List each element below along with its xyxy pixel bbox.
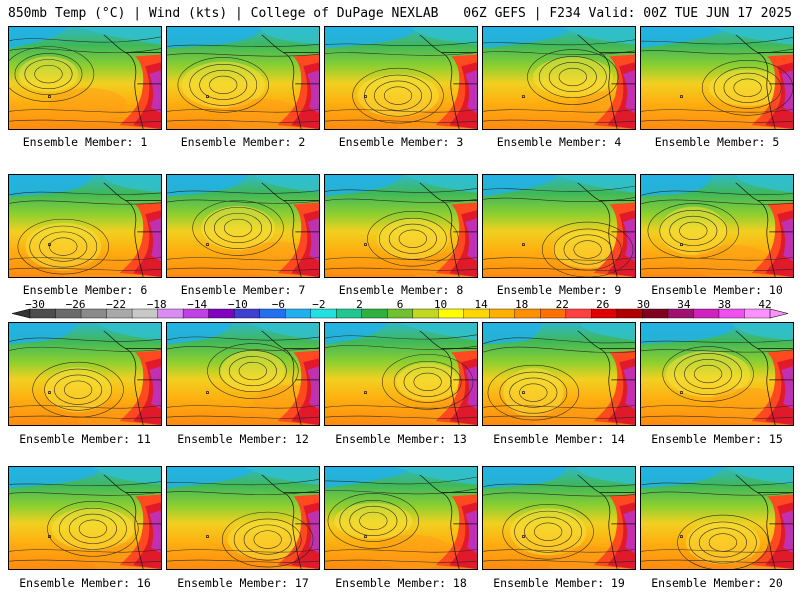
colorbar-arrow-right [769, 308, 789, 319]
colorbar-tick-label: −10 [227, 298, 248, 311]
colorbar-swatch [565, 308, 592, 319]
ensemble-member-map [324, 174, 478, 278]
ensemble-member-map [482, 466, 636, 570]
colorbar-tick-label: 34 [677, 298, 691, 311]
temperature-colorbar [11, 308, 789, 319]
ensemble-member-label: Ensemble Member: 19 [493, 576, 625, 590]
ensemble-member-map [482, 174, 636, 278]
colorbar-tick-label: −26 [65, 298, 86, 311]
ensemble-member-label: Ensemble Member: 6 [22, 283, 148, 297]
colorbar-swatch [284, 308, 312, 319]
ensemble-member-map [482, 26, 636, 130]
ensemble-member-map [640, 26, 794, 130]
ensemble-member-map [166, 466, 320, 570]
ensemble-member-label: Ensemble Member: 11 [19, 432, 151, 446]
ensemble-member-label: Ensemble Member: 4 [496, 135, 622, 149]
ensemble-member-label: Ensemble Member: 3 [338, 135, 464, 149]
ensemble-member-label: Ensemble Member: 16 [19, 576, 151, 590]
ensemble-member-label: Ensemble Member: 8 [338, 283, 464, 297]
map-title: 850mb Temp (°C) | Wind (kts) | College o… [8, 6, 439, 21]
ensemble-member-label: Ensemble Member: 12 [177, 432, 309, 446]
ensemble-member-map [8, 466, 162, 570]
ensemble-member-label: Ensemble Member: 10 [651, 283, 783, 297]
ensemble-member-label: Ensemble Member: 13 [335, 432, 467, 446]
ensemble-member-map [8, 26, 162, 130]
ensemble-member-map [324, 26, 478, 130]
ensemble-member-label: Ensemble Member: 2 [180, 135, 306, 149]
colorbar-tick-label: −22 [106, 298, 127, 311]
colorbar-tick-label: 42 [758, 298, 772, 311]
colorbar-tick-label: 22 [555, 298, 569, 311]
colorbar-tick-label: −30 [25, 298, 45, 311]
ensemble-member-label: Ensemble Member: 20 [651, 576, 783, 590]
colorbar-tick-label: −2 [312, 298, 326, 311]
ensemble-member-map [166, 26, 320, 130]
ensemble-member-label: Ensemble Member: 7 [180, 283, 306, 297]
colorbar-tick-label: −14 [187, 298, 208, 311]
ensemble-member-map [640, 174, 794, 278]
ensemble-member-label: Ensemble Member: 14 [493, 432, 625, 446]
ensemble-member-label: Ensemble Member: 15 [651, 432, 783, 446]
colorbar-tick-label: 30 [636, 298, 650, 311]
colorbar-tick-label: 10 [433, 298, 448, 311]
ensemble-member-map [8, 174, 162, 278]
ensemble-member-label: Ensemble Member: 9 [496, 283, 622, 297]
ensemble-member-map [640, 322, 794, 426]
ensemble-member-map [324, 466, 478, 570]
colorbar-tick-label: 2 [356, 298, 363, 311]
ensemble-member-map [166, 174, 320, 278]
colorbar-tick-label: 26 [596, 298, 610, 311]
colorbar-tick-label: −6 [271, 298, 285, 311]
ensemble-member-map [8, 322, 162, 426]
colorbar-swatch [489, 308, 516, 319]
ensemble-member-map [324, 322, 478, 426]
ensemble-member-label: Ensemble Member: 17 [177, 576, 309, 590]
ensemble-member-map [166, 322, 320, 426]
model-run-label: 06Z GEFS | F234 Valid: 00Z TUE JUN 17 20… [463, 6, 792, 21]
colorbar-tick-label: 6 [396, 298, 404, 311]
ensemble-member-map [482, 322, 636, 426]
ensemble-member-label: Ensemble Member: 5 [654, 135, 780, 149]
colorbar-tick-label: −18 [146, 298, 167, 311]
colorbar-tick-label: 14 [474, 298, 488, 311]
colorbar-tick-label: 18 [515, 298, 529, 311]
ensemble-member-map [640, 466, 794, 570]
ensemble-member-label: Ensemble Member: 1 [22, 135, 148, 149]
ensemble-member-label: Ensemble Member: 18 [335, 576, 467, 590]
colorbar-tick-label: 38 [717, 298, 732, 311]
colorbar-swatch [693, 308, 720, 319]
colorbar-swatch [361, 308, 388, 319]
